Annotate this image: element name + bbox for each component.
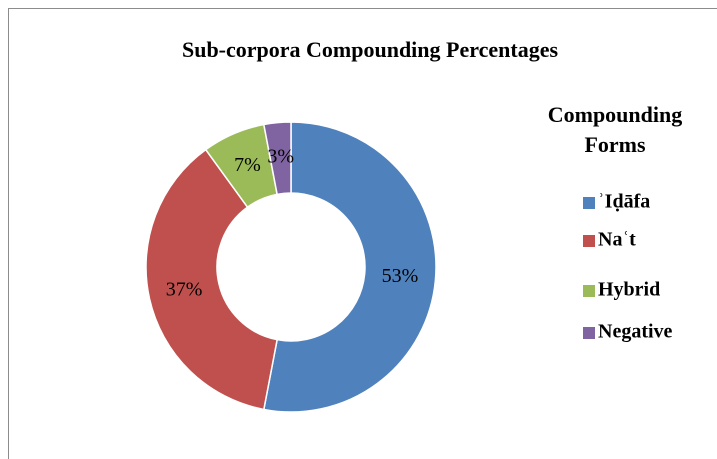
legend-label: ʾIḍāfa [598,191,650,213]
legend-label: Hybrid [598,279,660,301]
legend-label: Naʿt [598,229,636,251]
data-label: 53% [382,265,419,287]
donut-segment [262,121,292,196]
legend-swatch [583,285,595,297]
legend-swatch [583,235,595,247]
legend-swatch [583,197,595,209]
chart-title: Sub-corpora Compounding Percentages [182,37,558,62]
legend-label: Negative [598,321,673,343]
legend-swatch [583,327,595,339]
data-label: 7% [234,154,261,176]
data-label: 37% [166,278,203,300]
legend-title: Compounding Forms [547,102,683,157]
donut-segment [145,148,279,411]
donut-segment [262,121,437,413]
data-label: 3% [267,146,294,168]
